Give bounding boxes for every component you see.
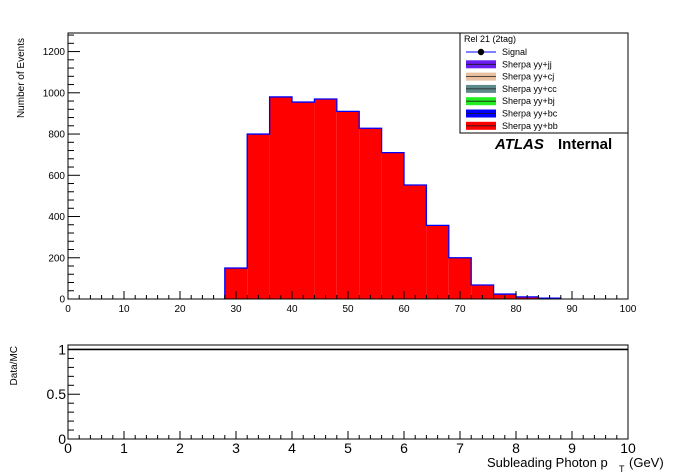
histogram-bars [224,96,561,300]
histogram-bar [314,98,337,299]
y-tick-label: 800 [48,130,65,141]
bottom-x-axis-label: Subleading Photon p T (GeV) [487,455,664,474]
legend-entry: Sherpa yy+cc [466,84,557,94]
x-tick-label: 3 [232,440,240,456]
x-tick-label: 0 [64,440,72,456]
atlas-label: ATLAS Internal [494,136,612,153]
histogram-bar [404,184,427,299]
x-axis-label-subscript: T [619,464,625,474]
x-tick-label: 20 [174,304,186,315]
histogram-bar [247,134,270,299]
legend-entry: Sherpa yy+jj [466,59,552,69]
x-tick-label: 0 [65,304,71,315]
top-y-axis-label: Number of Events [16,38,27,118]
y-tick-label: 400 [48,212,65,223]
x-tick-label: 7 [456,440,464,456]
x-tick-label: 4 [288,440,296,456]
legend-label: Sherpa yy+jj [502,59,552,69]
histogram-bar [224,268,248,299]
x-tick-label: 10 [620,440,636,456]
x-axis-label-main: Subleading Photon p [487,455,608,470]
x-tick-label: 10 [118,304,130,315]
y-tick-label: 1000 [43,88,66,99]
legend-label: Sherpa yy+cj [502,72,554,82]
x-axis-label-unit: (GeV) [629,455,664,470]
histogram-bar [426,225,449,299]
legend-title: Rel 21 (2tag) [464,34,516,44]
top-y-axis: 0 200 400 600 800 1000 1200 [43,34,80,306]
y-tick-label: 0 [59,295,65,306]
x-tick-label: 100 [620,304,637,315]
legend-entry: Sherpa yy+cj [466,72,554,82]
x-tick-label: 8 [512,440,520,456]
y-tick-label: 600 [48,171,65,182]
y-tick-label: 0.5 [47,386,67,402]
y-tick-label: 1 [58,341,66,357]
legend-entry: Sherpa yy+bb [466,121,558,131]
bottom-x-axis: 0 1 2 3 4 5 6 7 8 9 10 [64,431,636,456]
legend-entry: Sherpa yy+bj [466,96,555,106]
x-tick-label: 5 [344,440,352,456]
legend-label: Sherpa yy+bc [502,109,558,119]
x-tick-label: 80 [510,304,522,315]
legend-label: Sherpa yy+bb [502,121,558,131]
x-tick-label: 1 [120,440,128,456]
legend-label: Signal [502,47,527,57]
legend-entries: Signal Sherpa yy+jj Sherpa yy+cj Sherpa yy+… [466,47,558,131]
histogram-outline [224,96,562,299]
legend: Rel 21 (2tag) Signal Sherpa yy+jj Sherpa y… [459,32,629,134]
top-panel: 0 10 20 30 40 50 60 70 80 90 100 0 200 400 600 800 1000… [16,32,637,315]
x-tick-label: 6 [400,440,408,456]
top-x-axis: 0 10 20 30 40 50 60 70 80 90 100 [65,291,637,315]
x-tick-label: 30 [230,304,242,315]
bottom-y-axis: 00.51 [47,341,80,447]
bottom-panel: 0 1 2 3 4 5 6 7 8 9 10 00.51 Data/MC Subleading Ph… [9,341,664,474]
y-tick-label: 1200 [43,47,66,58]
x-tick-label: 40 [286,304,298,315]
histogram-bar [292,102,315,300]
x-tick-label: 50 [342,304,354,315]
histogram-bar [448,257,472,299]
x-tick-label: 9 [568,440,576,456]
histogram-bar [336,111,360,299]
x-tick-label: 2 [176,440,184,456]
x-tick-label: 60 [398,304,410,315]
legend-label: Sherpa yy+cc [502,84,557,94]
x-tick-label: 70 [454,304,466,315]
y-tick-label: 0 [58,431,66,447]
internal-text: Internal [558,136,612,153]
legend-swatch-marker [477,48,485,56]
histogram-bar [359,128,382,299]
legend-entry: Signal [466,47,527,57]
bottom-y-axis-label: Data/MC [9,346,20,385]
x-tick-label: 90 [566,304,578,315]
legend-label: Sherpa yy+bj [502,96,555,106]
legend-entry: Sherpa yy+bc [466,109,558,119]
histogram-bar [381,152,404,299]
y-tick-label: 200 [48,253,65,264]
histogram-bar [471,284,494,299]
histogram-bar [269,96,292,299]
atlas-text: ATLAS [494,136,544,153]
